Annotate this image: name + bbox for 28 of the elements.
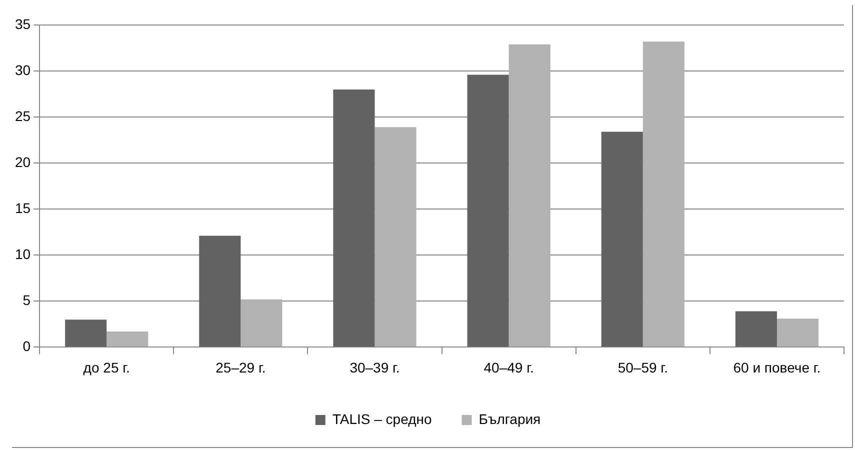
x-tick-label: 60 и повече г. [733, 359, 821, 376]
bar [508, 44, 550, 347]
y-tick-label: 10 [14, 246, 31, 262]
bar [735, 311, 777, 347]
x-tick-label: 40–49 г. [484, 359, 534, 376]
bar [467, 74, 509, 347]
bar [65, 320, 107, 347]
y-tick-label: 35 [14, 16, 31, 32]
bar [106, 332, 148, 347]
y-tick-label: 25 [14, 108, 31, 124]
x-tick-label: 50–59 г. [618, 359, 668, 376]
x-tick-label: 25–29 г. [216, 359, 266, 376]
bar [240, 299, 282, 347]
x-tick-label: 30–39 г. [350, 359, 400, 376]
legend-label: TALIS – средно [332, 410, 432, 427]
y-tick-label: 20 [14, 154, 31, 170]
bar [199, 236, 241, 347]
y-tick-label: 5 [22, 292, 31, 308]
bar [333, 89, 375, 347]
bar [642, 42, 684, 347]
bar [374, 127, 416, 347]
y-tick-label: 30 [14, 62, 31, 78]
bar [776, 318, 819, 347]
y-tick-label: 0 [22, 338, 31, 354]
y-tick-label: 15 [14, 200, 31, 216]
legend-label: България [478, 410, 541, 427]
bar [601, 132, 643, 347]
x-tick-label: до 25 г. [83, 359, 130, 376]
